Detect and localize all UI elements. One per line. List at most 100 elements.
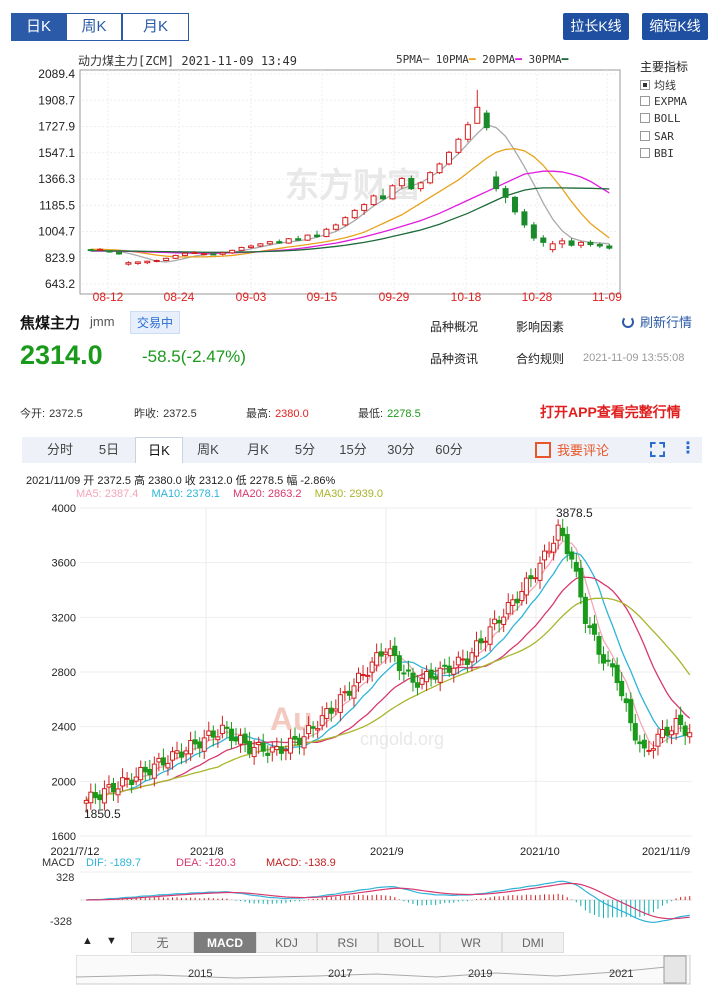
tab-indicator-wr[interactable]: WR <box>440 932 502 953</box>
scroll-up-button[interactable]: ▲ <box>82 935 93 947</box>
chart1-candle <box>540 237 547 243</box>
chart1-candle <box>304 234 311 241</box>
chart2-candle <box>356 672 362 684</box>
chart1-legend: 5PMA━ 10PMA━ 20PMA━ 30PMA━ <box>396 53 569 66</box>
indicator-boll-checkbox[interactable] <box>640 113 650 123</box>
chart1-y-tick: 1185.5 <box>39 198 75 212</box>
indicator-sar[interactable]: SAR <box>640 130 716 148</box>
chart2-candle <box>383 651 389 655</box>
chart2-candle <box>365 674 371 677</box>
chart2-x-tick: 2021/7/12 <box>51 846 100 858</box>
indicator-boll[interactable]: BOLL <box>640 112 716 130</box>
open-app-link[interactable]: 打开APP查看完整行情 <box>540 404 681 420</box>
chart2-candle <box>528 575 534 580</box>
link-contract-rules[interactable]: 合约规则 <box>516 352 565 366</box>
chart2-candle <box>301 736 307 749</box>
link-variety-news[interactable]: 品种资讯 <box>430 352 479 366</box>
stretch-kline-button[interactable]: 拉长K线 <box>563 13 629 40</box>
fullscreen-icon[interactable] <box>650 442 665 457</box>
chart2-candle <box>342 691 348 694</box>
indicator-sar-checkbox[interactable] <box>640 130 650 141</box>
chart2-candle <box>587 625 593 628</box>
tab-indicator-rsi[interactable]: RSI <box>317 932 378 953</box>
scroll-down-button[interactable]: ▼ <box>106 935 117 947</box>
comment-button[interactable]: 我要评论 <box>535 440 609 459</box>
chart1-candle <box>257 243 264 247</box>
tab-daily-k[interactable]: 日K <box>135 437 183 463</box>
chart2-candle <box>687 732 693 738</box>
chart1-candle <box>229 249 236 254</box>
link-variety-overview[interactable]: 品种概况 <box>430 320 479 334</box>
indicator-ma[interactable]: 均线 <box>640 77 716 95</box>
indicator-ma-checkbox[interactable] <box>640 80 650 90</box>
tab-5day[interactable]: 5日 <box>98 442 120 457</box>
indicator-bbi[interactable]: BBI <box>640 147 716 165</box>
tab-60min[interactable]: 60分 <box>435 442 463 457</box>
shrink-kline-button[interactable]: 缩短K线 <box>642 13 708 40</box>
chart1-candle <box>568 240 575 246</box>
tab-indicator-kdj[interactable]: KDJ <box>256 932 317 953</box>
tab-week-k[interactable]: 周K <box>66 13 122 41</box>
chart2-candle <box>260 742 266 752</box>
chart2-candle <box>142 766 148 773</box>
tab-indicator-dmi[interactable]: DMI <box>502 932 564 953</box>
chart2-candle <box>333 708 339 712</box>
chart2-candle <box>251 746 257 758</box>
chart1-candle <box>200 253 207 256</box>
legend-10pma: 10PMA <box>435 53 469 66</box>
indicator-expma[interactable]: EXPMA <box>640 95 716 113</box>
chart2-candle <box>487 626 493 645</box>
tab-indicator-none[interactable]: 无 <box>131 932 194 953</box>
ma10-label: MA10: 2378.1 <box>151 488 220 500</box>
indicator-expma-checkbox[interactable] <box>640 95 650 106</box>
chart2-candle <box>510 599 516 606</box>
tab-indicator-boll[interactable]: BOLL <box>378 932 440 953</box>
link-influence-factors[interactable]: 影响因素 <box>516 320 565 334</box>
tab-month-k[interactable]: 月K <box>122 13 189 41</box>
chart1-candle <box>398 177 405 187</box>
more-icon[interactable]: ⋮ <box>680 440 696 457</box>
chart2-candle <box>324 708 330 719</box>
chart2-candle <box>505 602 511 615</box>
chart1-candle <box>295 238 302 241</box>
chart2-x-tick: 2021/9 <box>370 846 404 858</box>
tab-indicator-macd[interactable]: MACD <box>194 932 256 953</box>
chart2-candle <box>133 776 139 782</box>
chart2-candle <box>473 640 479 657</box>
chart2-candle <box>346 690 352 696</box>
chart2-y-tick: 2800 <box>52 667 76 679</box>
macd-dif: DIF: -189.7 <box>86 857 141 869</box>
chart2-candle <box>564 534 570 555</box>
chart1-candle <box>266 241 273 245</box>
time-navigator[interactable]: 2015 2017 2019 2021 <box>76 955 691 985</box>
chart2-candle <box>655 733 661 747</box>
tab-5min[interactable]: 5分 <box>294 442 316 457</box>
chart2-candle <box>265 752 271 756</box>
tab-intraday[interactable]: 分时 <box>46 442 73 457</box>
chart2-candle <box>138 767 144 781</box>
chart2-candle <box>614 664 620 684</box>
chart2-candle <box>646 749 652 752</box>
chart1-line-20pma <box>90 170 610 254</box>
chart2-candle <box>560 527 566 537</box>
tab-day-k[interactable]: 日K <box>11 13 66 41</box>
chart2-candle <box>678 714 684 726</box>
stat-open: 今开: 2372.5 <box>20 408 83 420</box>
ma5-label: MA5: 2387.4 <box>76 488 139 500</box>
tab-15min[interactable]: 15分 <box>339 442 367 457</box>
chart2-candle <box>197 741 203 749</box>
chart2-candle <box>410 672 416 683</box>
indicator-title: 主要指标 <box>640 60 689 74</box>
quote-price: 2314.0 <box>20 340 103 370</box>
indicator-bbi-checkbox[interactable] <box>640 148 650 158</box>
refresh-button[interactable]: 刷新行情 <box>622 312 692 331</box>
min-label: 1850.5 <box>84 807 121 821</box>
tab-monthly-k[interactable]: 月K <box>247 442 269 457</box>
tab-30min[interactable]: 30分 <box>387 442 415 457</box>
chart2-candle <box>601 654 607 664</box>
chart2-candle <box>555 524 561 541</box>
chart2-candle <box>124 777 130 780</box>
tab-weekly-k[interactable]: 周K <box>197 442 219 457</box>
legend-20pma: 20PMA <box>482 53 516 66</box>
chart2-candle <box>219 724 225 735</box>
